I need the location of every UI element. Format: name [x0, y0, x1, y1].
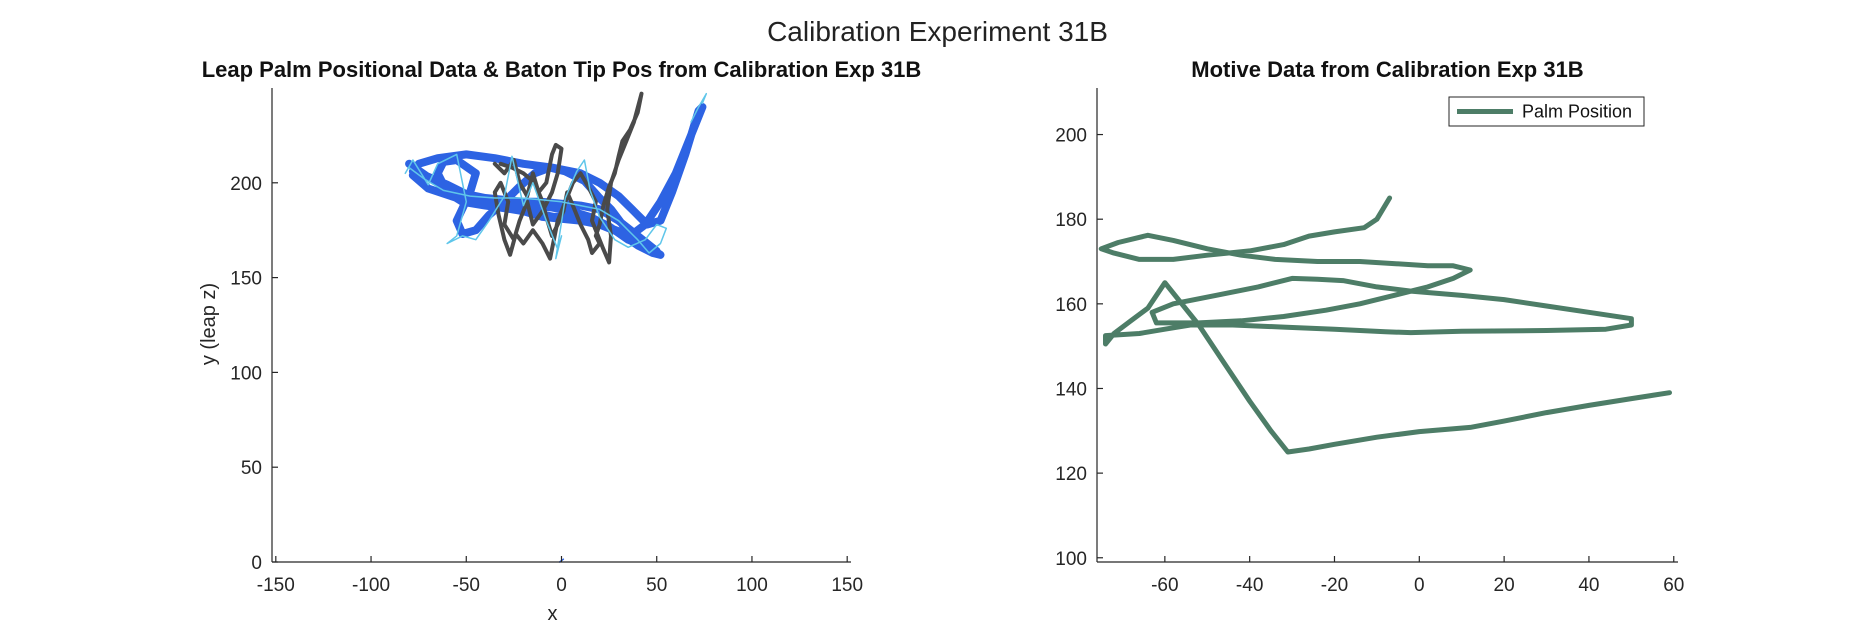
left-plot: -150 -100 -50 0 50 100 150 0 50 100 150 200 Leap Pal…: [198, 57, 921, 625]
x-tick-label: -40: [1236, 575, 1263, 596]
x-tick-label: 0: [1414, 575, 1425, 596]
y-axis-label: y (leap z): [198, 283, 220, 365]
x-tick-label: 20: [1494, 575, 1515, 596]
axes-title: Motive Data from Calibration Exp 31B: [1191, 57, 1583, 82]
x-tick-label: -20: [1321, 575, 1348, 596]
series-line-1-0: [1098, 195, 1672, 455]
series-line-0-0: [405, 103, 707, 259]
y-tick-label: 100: [1055, 549, 1087, 570]
y-tick-label: 100: [230, 363, 262, 384]
y-tick-label: 200: [1055, 126, 1087, 147]
x-tick-label: 100: [736, 575, 768, 596]
y-tick-label: 50: [241, 458, 262, 479]
y-tick-label: 160: [1055, 295, 1087, 316]
x-tick-label: 0: [556, 575, 567, 596]
y-tick-label: 200: [230, 174, 262, 195]
y-tick-label: 150: [230, 269, 262, 290]
y-tick-label: 180: [1055, 210, 1087, 231]
y-tick-label: 140: [1055, 379, 1087, 400]
series-line-0-2: [404, 153, 668, 260]
x-tick-label: -100: [352, 575, 390, 596]
x-tick-label: 150: [831, 575, 863, 596]
figure-title: Calibration Experiment 31B: [767, 16, 1108, 47]
legend-label: Palm Position: [1522, 102, 1632, 122]
x-tick-label: -50: [453, 575, 480, 596]
y-tick-label: 120: [1055, 464, 1087, 485]
y-tick-label: 0: [251, 553, 262, 574]
x-tick-label: -150: [257, 575, 295, 596]
right-plot: -60 -40 -20 0 20 40 60 100 120 140 160 180 200 Motive…: [1055, 57, 1684, 596]
x-tick-label: 60: [1663, 575, 1684, 596]
x-tick-label: 40: [1578, 575, 1599, 596]
x-axis-label: x: [548, 603, 558, 625]
x-tick-label: 50: [646, 575, 667, 596]
series-line-0-4: [690, 92, 708, 123]
x-tick-label: -60: [1151, 575, 1178, 596]
axes-title: Leap Palm Positional Data & Baton Tip Po…: [202, 57, 922, 82]
